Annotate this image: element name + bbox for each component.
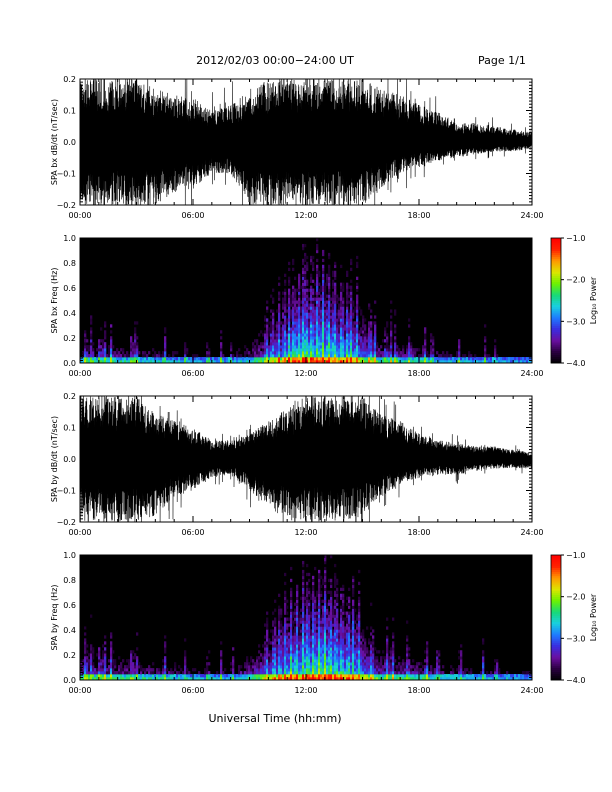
colorbar-frame — [550, 237, 562, 364]
panel-bx-freq: −4.0 −3.0 −2.0 −1.0 Log₁₀ Power 00:00 06:00 12:… — [50, 234, 598, 378]
x-tick-label: 18:00 — [407, 369, 430, 378]
y-axis-label: SPA by Freq (Hz) — [50, 585, 59, 651]
x-tick-label: 12:00 — [294, 211, 317, 220]
y-tick-label: 0.2 — [63, 334, 76, 343]
y-tick-label: −0.1 — [57, 170, 76, 179]
y-tick-label: 0.1 — [63, 107, 76, 116]
y-tick-label: −0.1 — [57, 487, 76, 496]
y-tick-label: 0.8 — [63, 576, 76, 585]
x-tick-label: 06:00 — [181, 686, 204, 695]
y-tick-label: −0.2 — [57, 518, 76, 527]
date-range-title: 2012/02/03 00:00−24:00 UT — [196, 54, 354, 67]
y-tick-label: 1.0 — [63, 551, 76, 560]
colorbar — [551, 238, 561, 364]
y-axis-label: SPA bx dB/dt (nT/sec) — [50, 99, 59, 185]
colorbar — [551, 555, 561, 681]
colorbar-tick-label: −4.0 — [566, 359, 585, 368]
dbdt-trace — [80, 79, 532, 205]
y-axis-label: SPA bx Freq (Hz) — [50, 268, 59, 334]
colorbar-tick-label: −3.0 — [566, 317, 585, 326]
colorbar-tick-label: −1.0 — [566, 551, 585, 560]
y-tick-label: 0.8 — [63, 259, 76, 268]
x-tick-label: 18:00 — [407, 211, 430, 220]
y-axis-label: SPA by dB/dt (nT/sec) — [50, 416, 59, 502]
panel-by-freq: −4.0 −3.0 −2.0 −1.0 Log₁₀ Power 00:00 06:00 12:… — [50, 551, 598, 695]
y-tick-label: 0.2 — [63, 392, 76, 401]
x-tick-label: 12:00 — [294, 369, 317, 378]
x-tick-label: 00:00 — [68, 211, 91, 220]
y-tick-label: 0.1 — [63, 424, 76, 433]
panel-by-dbdt: 00:00 06:00 12:00 18:00 24:00 −0.2 −0.1 0.0 0.1 0… — [50, 392, 544, 537]
page-indicator: Page 1/1 — [478, 54, 526, 67]
y-tick-label: 0.0 — [63, 455, 76, 464]
y-tick-label: 0.6 — [63, 601, 76, 610]
x-tick-label: 00:00 — [68, 686, 91, 695]
x-tick-label: 18:00 — [407, 528, 430, 537]
panel-bx-dbdt: 00:00 06:00 12:00 18:00 24:00 −0.2 −0.1 0.0 0.1 0… — [50, 75, 544, 220]
x-tick-label: 12:00 — [294, 686, 317, 695]
dbdt-trace — [80, 396, 532, 522]
x-tick-label: 18:00 — [407, 686, 430, 695]
x-tick-label: 24:00 — [520, 528, 543, 537]
x-tick-label: 00:00 — [68, 369, 91, 378]
y-tick-label: 0.0 — [63, 676, 76, 685]
x-tick-label: 00:00 — [68, 528, 91, 537]
y-tick-label: 0.4 — [63, 309, 76, 318]
x-tick-label: 24:00 — [520, 369, 543, 378]
colorbar-tick-label: −2.0 — [566, 593, 585, 602]
x-tick-label: 06:00 — [181, 528, 204, 537]
y-tick-label: 1.0 — [63, 234, 76, 243]
y-tick-label: 0.2 — [63, 75, 76, 84]
y-tick-label: 0.2 — [63, 651, 76, 660]
x-tick-label: 24:00 — [520, 686, 543, 695]
y-tick-label: 0.0 — [63, 359, 76, 368]
y-tick-label: 0.4 — [63, 626, 76, 635]
colorbar-label: Log₁₀ Power — [589, 276, 598, 324]
colorbar-tick-label: −2.0 — [566, 276, 585, 285]
colorbar-tick-label: −3.0 — [566, 634, 585, 643]
x-tick-label: 24:00 — [520, 211, 543, 220]
y-tick-label: −0.2 — [57, 201, 76, 210]
colorbar-tick-label: −1.0 — [566, 234, 585, 243]
y-tick-label: 0.6 — [63, 284, 76, 293]
colorbar-frame — [550, 554, 562, 681]
spectrogram-cells — [80, 238, 533, 364]
y-tick-label: 0.0 — [63, 138, 76, 147]
colorbar-label: Log₁₀ Power — [589, 593, 598, 641]
x-axis-label: Universal Time (hh:mm) — [209, 712, 342, 725]
x-tick-label: 06:00 — [181, 369, 204, 378]
x-tick-label: 12:00 — [294, 528, 317, 537]
x-tick-label: 06:00 — [181, 211, 204, 220]
colorbar-tick-label: −4.0 — [566, 676, 585, 685]
